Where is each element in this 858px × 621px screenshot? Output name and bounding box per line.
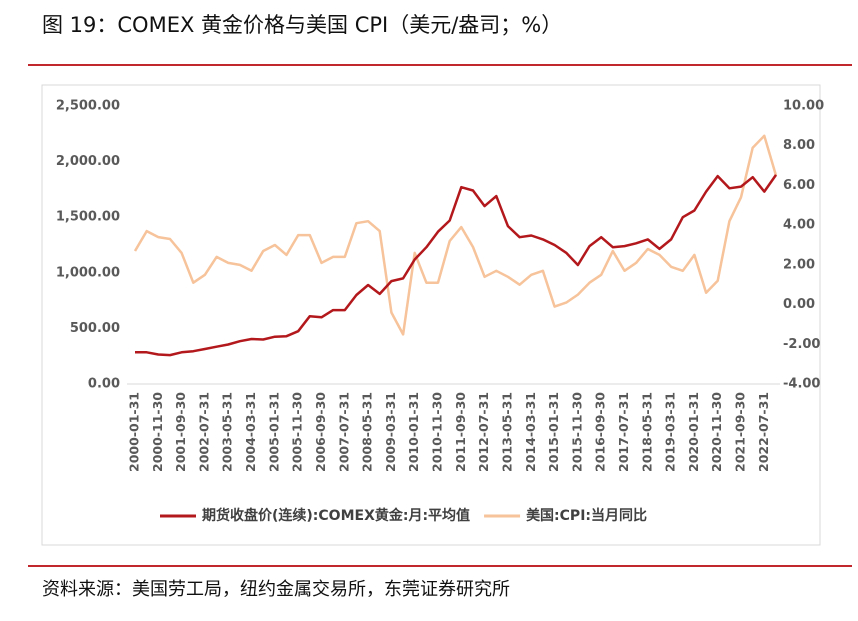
source: 资料来源：美国劳工局，纽约金属交易所，东莞证券研究所 — [42, 579, 510, 600]
y2-tick-label: 2.00 — [783, 257, 815, 272]
x-tick-label: 2010-01-31 — [406, 392, 421, 472]
chart-frame — [41, 84, 821, 546]
y2-tick-label: 4.00 — [783, 218, 815, 233]
x-tick-label: 2018-05-31 — [639, 392, 654, 472]
legend-label: 美国:CPI:当月同比 — [526, 507, 647, 524]
x-tick-label: 2022-07-31 — [756, 392, 771, 472]
legend-label: 期货收盘价(连续):COMEX黄金:月:平均值 — [202, 507, 470, 524]
x-tick-label: 2005-01-31 — [266, 392, 281, 472]
x-tick-label: 2020-11-30 — [709, 392, 724, 472]
y-tick-label: 500.00 — [70, 321, 120, 336]
x-tick-label: 2001-09-30 — [173, 392, 188, 472]
x-tick-label: 2000-11-30 — [150, 392, 165, 472]
x-tick-label: 2020-01-31 — [686, 392, 701, 472]
x-tick-label: 2003-05-31 — [220, 392, 235, 472]
y-tick-label: 2,500.00 — [56, 99, 120, 114]
y2-tick-label: -2.00 — [783, 337, 820, 352]
x-tick-label: 2012-07-31 — [476, 392, 491, 472]
x-tick-label: 2013-05-31 — [499, 392, 514, 472]
y-tick-label: 2,000.00 — [56, 154, 120, 169]
y-tick-label: 1,000.00 — [56, 265, 120, 280]
x-tick-label: 2014-03-31 — [523, 392, 538, 472]
series-line — [135, 174, 778, 357]
x-tick-label: 2010-11-30 — [430, 392, 445, 472]
x-tick-label: 2015-11-30 — [569, 392, 584, 472]
x-tick-label: 2008-05-31 — [360, 392, 375, 472]
x-tick-label: 2015-01-31 — [546, 392, 561, 472]
x-tick-label: 2004-03-31 — [243, 392, 258, 472]
x-tick-label: 2002-07-31 — [196, 392, 211, 472]
x-tick-label: 2011-09-30 — [453, 392, 468, 472]
x-tick-label: 2005-11-30 — [290, 392, 305, 472]
x-tick-label: 2019-03-31 — [663, 392, 678, 472]
x-tick-label: 2000-01-31 — [127, 392, 142, 472]
y2-tick-label: 6.00 — [783, 178, 815, 193]
y2-tick-label: 10.00 — [783, 99, 824, 114]
x-tick-label: 2016-09-30 — [593, 392, 608, 472]
x-tick-label: 2006-09-30 — [313, 392, 328, 472]
y2-tick-label: 8.00 — [783, 138, 815, 153]
y-tick-label: 0.00 — [88, 377, 120, 392]
y-tick-label: 1,500.00 — [56, 210, 120, 225]
series-line — [133, 134, 778, 336]
chart-title: 图 19：COMEX 黄金价格与美国 CPI（美元/盎司；%） — [42, 13, 562, 37]
y2-tick-label: -4.00 — [783, 377, 820, 392]
x-tick-label: 2021-09-30 — [733, 392, 748, 472]
x-tick-label: 2007-07-31 — [336, 392, 351, 472]
x-tick-label: 2009-03-31 — [383, 392, 398, 472]
x-tick-label: 2017-07-31 — [616, 392, 631, 472]
y2-tick-label: 0.00 — [783, 297, 815, 312]
